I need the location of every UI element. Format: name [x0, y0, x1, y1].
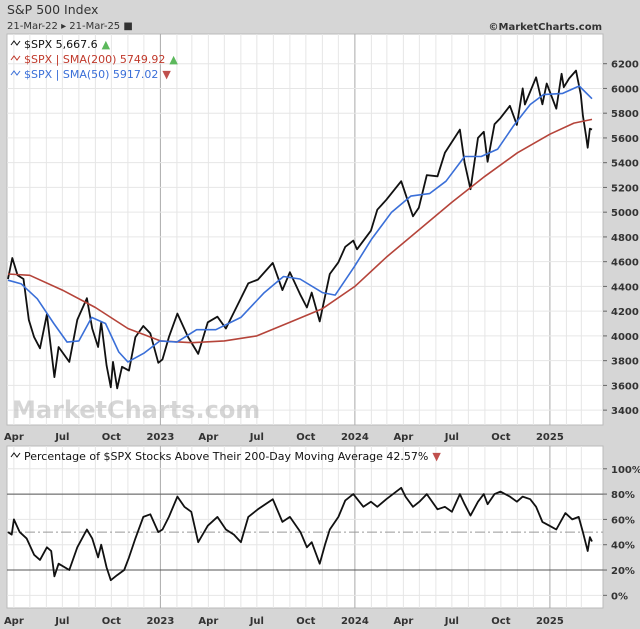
x-tick-label: 2023 [146, 432, 174, 443]
y-tick-label: 20% [611, 566, 635, 577]
arrow-up-icon: ▲ [102, 38, 111, 51]
x-tick-label: 2025 [536, 432, 564, 443]
y-tick-label: 3600 [611, 381, 639, 392]
x-tick-label: Oct [102, 432, 121, 443]
x-tick-label: Apr [4, 432, 24, 443]
legend-line-icon [10, 40, 21, 46]
legend-label: $SPX | SMA(50) 5917.02 [24, 68, 158, 81]
x-tick-label: 2023 [146, 616, 174, 627]
y-tick-label: 5600 [611, 134, 639, 145]
y-tick-label: 80% [611, 490, 635, 501]
plot-area-0 [6, 33, 604, 426]
legend-label: $SPX 5,667.6 [24, 38, 98, 51]
y-tick-label: 5400 [611, 159, 639, 170]
y-tick-label: 6200 [611, 60, 639, 71]
y-tick-label: 4200 [611, 307, 639, 318]
y-tick-label: 60% [611, 515, 635, 526]
x-tick-label: Oct [296, 616, 315, 627]
x-tick-label: Apr [4, 616, 24, 627]
y-tick-label: 0% [611, 591, 628, 602]
x-tick-label: Jul [249, 616, 264, 627]
series-line-percentage-of-spx-stocks-above-their-200-day-moving-average [7, 486, 593, 582]
x-tick-label: 2024 [341, 432, 369, 443]
x-tick-label: Oct [491, 616, 510, 627]
y-tick-label: 5200 [611, 183, 639, 194]
copyright: ©MarketCharts.com [488, 22, 602, 33]
x-tick-label: Oct [491, 432, 510, 443]
arrow-down-icon: ▼ [432, 450, 441, 463]
x-tick-label: Jul [249, 432, 264, 443]
y-tick-label: 5000 [611, 208, 639, 219]
legend-line-icon [10, 55, 21, 61]
y-tick-label: 3400 [611, 406, 639, 417]
y-tick-label: 4600 [611, 258, 639, 269]
x-tick-label: Jul [444, 432, 459, 443]
x-tick-label: Apr [393, 616, 413, 627]
arrow-up-icon: ▲ [169, 53, 178, 66]
series-line--spx-sma-200- [7, 118, 593, 344]
watermark-logo: MarketCharts.com [12, 396, 260, 424]
y-tick-label: 40% [611, 541, 635, 552]
legend-line-icon [10, 452, 21, 458]
x-tick-label: Jul [444, 616, 459, 627]
series-line--spx [7, 69, 593, 390]
x-tick-label: Oct [296, 432, 315, 443]
legend-label: $SPX | SMA(200) 5749.92 [24, 53, 165, 66]
date-range[interactable]: 21-Mar-22 ▸ 21-Mar-25 ■ [7, 21, 133, 32]
plot-area-1 [6, 445, 604, 609]
x-tick-label: Jul [54, 616, 69, 627]
x-tick-label: 2024 [341, 616, 369, 627]
y-tick-label: 4800 [611, 233, 639, 244]
x-tick-label: Apr [393, 432, 413, 443]
chart-title: S&P 500 Index [7, 2, 99, 17]
x-tick-label: Apr [198, 616, 218, 627]
x-tick-label: 2025 [536, 616, 564, 627]
legend-line-icon [10, 70, 21, 76]
y-tick-label: 4000 [611, 332, 639, 343]
y-tick-label: 100% [611, 465, 640, 476]
x-tick-label: Oct [102, 616, 121, 627]
series-line--spx-sma-50- [7, 85, 593, 363]
arrow-down-icon: ▼ [162, 68, 171, 81]
y-tick-label: 6000 [611, 84, 639, 95]
y-tick-label: 4400 [611, 282, 639, 293]
x-tick-label: Apr [198, 432, 218, 443]
legend-label: Percentage of $SPX Stocks Above Their 20… [24, 450, 428, 463]
y-tick-label: 3800 [611, 357, 639, 368]
y-tick-label: 5800 [611, 109, 639, 120]
x-tick-label: Jul [54, 432, 69, 443]
